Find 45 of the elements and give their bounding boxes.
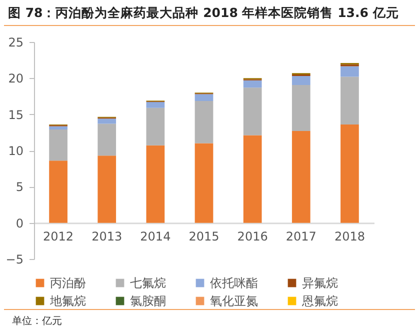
bar [292,76,310,86]
bar [146,108,165,146]
bar [243,135,262,223]
bar [49,160,68,223]
y-tick-label: 20 [8,72,24,86]
x-tick-label: 2018 [334,229,365,244]
chart-title: 图 78：丙泊酚为全麻药最大品种 2018 年样本医院销售 13.6 亿元 [4,0,415,26]
bar [340,66,359,77]
x-tick-label: 2017 [286,229,316,244]
text: 单位：亿元 [4,309,415,330]
bar [292,85,310,131]
bar [98,156,116,223]
y-tick-label: 5 [16,180,24,194]
legend-label: 丙泊酚 [50,276,86,290]
bar [243,80,262,88]
x-tick-label: 2013 [92,229,122,244]
x-tick-label: 2015 [188,229,220,244]
bar [243,88,262,136]
bar [49,126,68,130]
y-tick-label: 15 [8,108,24,122]
bar [292,130,310,223]
legend-label: 氯胺酮 [130,294,166,308]
y-tick-label: 25 [8,36,24,50]
legend-label: 依托咪酯 [210,276,258,290]
bar [146,102,165,108]
bar [194,100,214,144]
legend-label: 地氟烷 [49,294,86,308]
bar [194,94,214,101]
x-tick-label: 2014 [140,229,171,244]
y-tick-label: −5 [6,252,24,266]
bar [340,124,359,223]
bar [49,130,68,161]
bar [146,145,165,223]
legend-label: 恩氟烷 [301,294,338,308]
bar [98,118,116,124]
x-tick-label: 2016 [237,229,268,244]
y-tick-label: 0 [16,216,24,230]
y-tick-label: 10 [8,144,24,158]
x-tick-label: 2012 [43,229,74,244]
bar [340,76,359,124]
legend-label: 异氟烷 [302,276,338,290]
bar [98,124,116,156]
legend-label: 七氟烷 [130,276,166,290]
legend-label: 氧化亚氮 [210,294,258,308]
bar [194,143,214,223]
